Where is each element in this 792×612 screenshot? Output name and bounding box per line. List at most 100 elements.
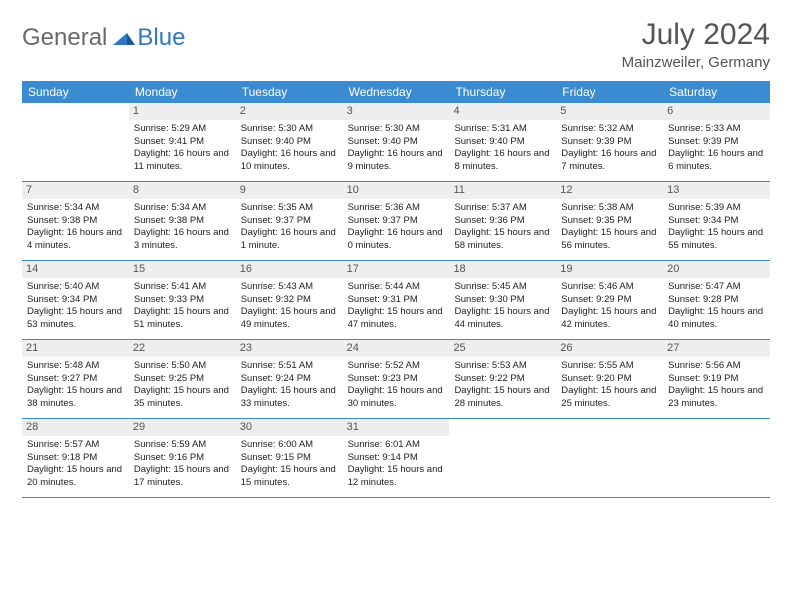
sunset-text: Sunset: 9:34 PM [27, 294, 124, 307]
sunrise-text: Sunrise: 5:35 AM [241, 202, 338, 215]
sunset-text: Sunset: 9:15 PM [241, 452, 338, 465]
calendar-cell: 4Sunrise: 5:31 AMSunset: 9:40 PMDaylight… [449, 103, 556, 181]
week-row: 28Sunrise: 5:57 AMSunset: 9:18 PMDayligh… [22, 419, 770, 498]
sunrise-text: Sunrise: 5:30 AM [348, 123, 445, 136]
sunrise-text: Sunrise: 5:33 AM [668, 123, 765, 136]
month-title: July 2024 [622, 18, 770, 52]
calendar-cell: 23Sunrise: 5:51 AMSunset: 9:24 PMDayligh… [236, 340, 343, 418]
daylight-text: Daylight: 15 hours and 49 minutes. [241, 306, 338, 332]
sunset-text: Sunset: 9:38 PM [134, 215, 231, 228]
sunrise-text: Sunrise: 5:37 AM [454, 202, 551, 215]
cell-details: Sunrise: 6:00 AMSunset: 9:15 PMDaylight:… [241, 439, 338, 490]
date-number: 10 [343, 182, 450, 199]
day-header-thu: Thursday [449, 81, 556, 103]
daylight-text: Daylight: 15 hours and 33 minutes. [241, 385, 338, 411]
cell-details: Sunrise: 5:46 AMSunset: 9:29 PMDaylight:… [561, 281, 658, 332]
cell-details: Sunrise: 5:57 AMSunset: 9:18 PMDaylight:… [27, 439, 124, 490]
sunrise-text: Sunrise: 5:50 AM [134, 360, 231, 373]
week-row: 7Sunrise: 5:34 AMSunset: 9:38 PMDaylight… [22, 182, 770, 261]
date-number: 30 [236, 419, 343, 436]
daylight-text: Daylight: 16 hours and 0 minutes. [348, 227, 445, 253]
calendar-cell: 7Sunrise: 5:34 AMSunset: 9:38 PMDaylight… [22, 182, 129, 260]
cell-details: Sunrise: 5:39 AMSunset: 9:34 PMDaylight:… [668, 202, 765, 253]
calendar-cell: 22Sunrise: 5:50 AMSunset: 9:25 PMDayligh… [129, 340, 236, 418]
cell-details: Sunrise: 5:41 AMSunset: 9:33 PMDaylight:… [134, 281, 231, 332]
day-header-mon: Monday [129, 81, 236, 103]
calendar-cell: 16Sunrise: 5:43 AMSunset: 9:32 PMDayligh… [236, 261, 343, 339]
date-number: 15 [129, 261, 236, 278]
calendar-cell: 8 Sunrise: 5:34 AMSunset: 9:38 PMDaylight… [129, 182, 236, 260]
cell-details: Sunrise: 5:34 AMSunset: 9:38 PMDaylight:… [134, 202, 231, 253]
cell-details: Sunrise: 5:30 AMSunset: 9:40 PMDaylight:… [348, 123, 445, 174]
daylight-text: Daylight: 15 hours and 47 minutes. [348, 306, 445, 332]
sunrise-text: Sunrise: 5:34 AM [27, 202, 124, 215]
date-number: 28 [22, 419, 129, 436]
logo: General Blue [22, 18, 185, 52]
sunset-text: Sunset: 9:25 PM [134, 373, 231, 386]
date-number: 11 [449, 182, 556, 199]
daylight-text: Daylight: 15 hours and 58 minutes. [454, 227, 551, 253]
cell-details: Sunrise: 5:48 AMSunset: 9:27 PMDaylight:… [27, 360, 124, 411]
calendar-cell: 18 Sunrise: 5:45 AMSunset: 9:30 PMDayligh… [449, 261, 556, 339]
calendar-cell: 30 Sunrise: 6:00 AMSunset: 9:15 PMDayligh… [236, 419, 343, 497]
date-number: 18 [449, 261, 556, 278]
sunset-text: Sunset: 9:39 PM [561, 136, 658, 149]
daylight-text: Daylight: 15 hours and 25 minutes. [561, 385, 658, 411]
daylight-text: Daylight: 15 hours and 42 minutes. [561, 306, 658, 332]
sunrise-text: Sunrise: 5:39 AM [668, 202, 765, 215]
cell-details: Sunrise: 5:37 AMSunset: 9:36 PMDaylight:… [454, 202, 551, 253]
sunrise-text: Sunrise: 5:40 AM [27, 281, 124, 294]
daylight-text: Daylight: 15 hours and 20 minutes. [27, 464, 124, 490]
calendar-cell: 3 Sunrise: 5:30 AMSunset: 9:40 PMDaylight… [343, 103, 450, 181]
location: Mainzweiler, Germany [622, 54, 770, 71]
sunset-text: Sunset: 9:38 PM [27, 215, 124, 228]
calendar-cell: 27 Sunrise: 5:56 AMSunset: 9:19 PMDayligh… [663, 340, 770, 418]
date-number: 27 [663, 340, 770, 357]
sunset-text: Sunset: 9:29 PM [561, 294, 658, 307]
cell-details: Sunrise: 5:50 AMSunset: 9:25 PMDaylight:… [134, 360, 231, 411]
sunrise-text: Sunrise: 5:45 AM [454, 281, 551, 294]
cell-details: Sunrise: 5:40 AMSunset: 9:34 PMDaylight:… [27, 281, 124, 332]
date-number: 8 [129, 182, 236, 199]
sunrise-text: Sunrise: 5:29 AM [134, 123, 231, 136]
logo-mark-icon [113, 27, 135, 50]
date-number: 3 [343, 103, 450, 120]
calendar-cell: 10Sunrise: 5:36 AMSunset: 9:37 PMDayligh… [343, 182, 450, 260]
calendar-cell: 14 Sunrise: 5:40 AMSunset: 9:34 PMDayligh… [22, 261, 129, 339]
calendar-cell: 17Sunrise: 5:44 AMSunset: 9:31 PMDayligh… [343, 261, 450, 339]
daylight-text: Daylight: 16 hours and 6 minutes. [668, 148, 765, 174]
calendar-cell: 21Sunrise: 5:48 AMSunset: 9:27 PMDayligh… [22, 340, 129, 418]
sunset-text: Sunset: 9:18 PM [27, 452, 124, 465]
week-row: 1Sunrise: 5:29 AMSunset: 9:41 PMDaylight… [22, 103, 770, 182]
daylight-text: Daylight: 15 hours and 44 minutes. [454, 306, 551, 332]
sunset-text: Sunset: 9:34 PM [668, 215, 765, 228]
daylight-text: Daylight: 16 hours and 11 minutes. [134, 148, 231, 174]
calendar-cell: 2Sunrise: 5:30 AMSunset: 9:40 PMDaylight… [236, 103, 343, 181]
date-number: 5 [556, 103, 663, 120]
daylight-text: Daylight: 15 hours and 28 minutes. [454, 385, 551, 411]
date-number: 29 [129, 419, 236, 436]
date-number: 7 [22, 182, 129, 199]
title-block: July 2024 Mainzweiler, Germany [622, 18, 770, 71]
sunset-text: Sunset: 9:40 PM [454, 136, 551, 149]
daylight-text: Daylight: 15 hours and 35 minutes. [134, 385, 231, 411]
sunset-text: Sunset: 9:32 PM [241, 294, 338, 307]
sunrise-text: Sunrise: 5:57 AM [27, 439, 124, 452]
date-number: 14 [22, 261, 129, 278]
cell-details: Sunrise: 5:56 AMSunset: 9:19 PMDaylight:… [668, 360, 765, 411]
header: General Blue July 2024 Mainzweiler, Germ… [22, 18, 770, 71]
sunset-text: Sunset: 9:35 PM [561, 215, 658, 228]
cell-details: Sunrise: 5:59 AMSunset: 9:16 PMDaylight:… [134, 439, 231, 490]
sunset-text: Sunset: 9:30 PM [454, 294, 551, 307]
cell-details: Sunrise: 5:38 AMSunset: 9:35 PMDaylight:… [561, 202, 658, 253]
date-number: 6 [663, 103, 770, 120]
daylight-text: Daylight: 15 hours and 17 minutes. [134, 464, 231, 490]
sunset-text: Sunset: 9:27 PM [27, 373, 124, 386]
day-header-tue: Tuesday [236, 81, 343, 103]
calendar-cell [449, 419, 556, 497]
sunset-text: Sunset: 9:28 PM [668, 294, 765, 307]
sunset-text: Sunset: 9:14 PM [348, 452, 445, 465]
sunrise-text: Sunrise: 5:48 AM [27, 360, 124, 373]
daylight-text: Daylight: 15 hours and 40 minutes. [668, 306, 765, 332]
cell-details: Sunrise: 5:32 AMSunset: 9:39 PMDaylight:… [561, 123, 658, 174]
